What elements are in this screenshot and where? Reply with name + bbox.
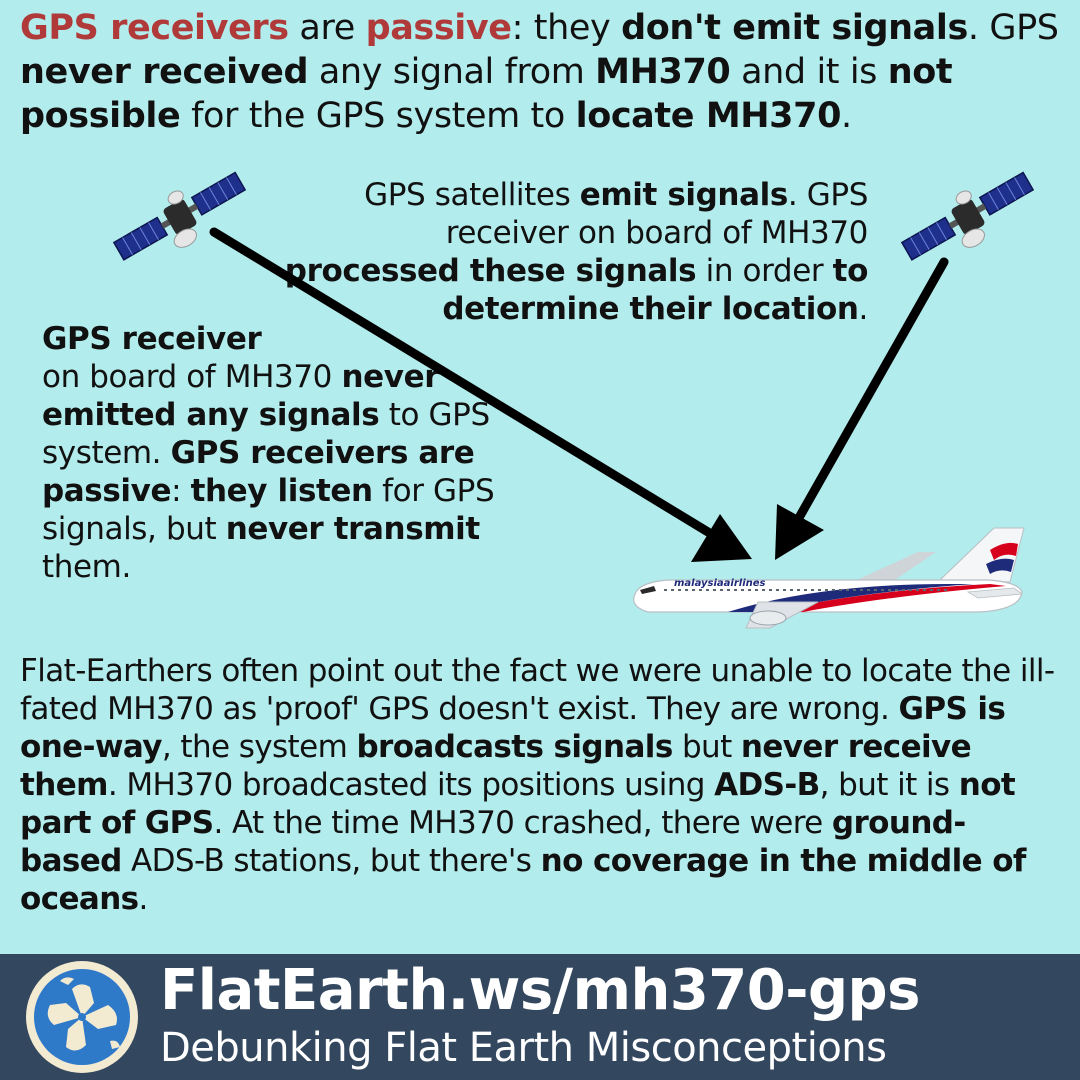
footer-url[interactable]: FlatEarth.ws/mh370-gps xyxy=(160,958,920,1023)
satellite-caption: GPS satellites emit signals. GPS receive… xyxy=(284,177,869,327)
flat-earth-logo-icon xyxy=(26,961,138,1073)
airplane-icon: malaysiaairlines xyxy=(633,527,1025,629)
footer-bar: FlatEarth.ws/mh370-gps Debunking Flat Ea… xyxy=(0,954,1080,1080)
airline-livery-text: malaysiaairlines xyxy=(674,578,766,589)
footer-tagline: Debunking Flat Earth Misconceptions xyxy=(160,1025,887,1071)
satellite-icon xyxy=(112,171,247,261)
receiver-caption: GPS receiver on board of MH370 never emi… xyxy=(42,321,495,585)
explanation-paragraph: Flat-Earthers often point out the fact w… xyxy=(20,653,1055,917)
satellite-icon xyxy=(900,171,1035,261)
headline: GPS receivers are passive: they don't em… xyxy=(20,8,1059,136)
